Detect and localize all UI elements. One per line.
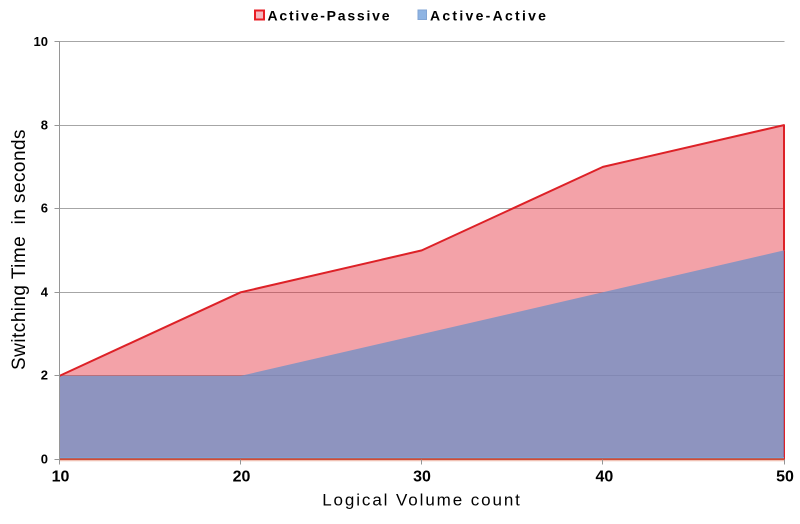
svg-text:0: 0 (41, 452, 48, 467)
svg-text:8: 8 (41, 118, 48, 133)
svg-text:50: 50 (776, 469, 794, 486)
svg-text:Active-Passive: Active-Passive (268, 8, 392, 24)
svg-text:4: 4 (41, 285, 49, 300)
svg-text:30: 30 (413, 469, 431, 486)
svg-text:2: 2 (41, 368, 48, 383)
svg-text:20: 20 (233, 469, 251, 486)
svg-text:40: 40 (596, 469, 614, 486)
svg-text:10: 10 (52, 469, 70, 486)
svg-text:Switching Time in seconds: Switching Time in seconds (9, 129, 30, 370)
svg-text:Logical Volume count: Logical Volume count (322, 491, 522, 510)
svg-text:10: 10 (34, 34, 48, 49)
svg-text:Active-Active: Active-Active (430, 8, 548, 24)
svg-text:6: 6 (41, 201, 48, 216)
